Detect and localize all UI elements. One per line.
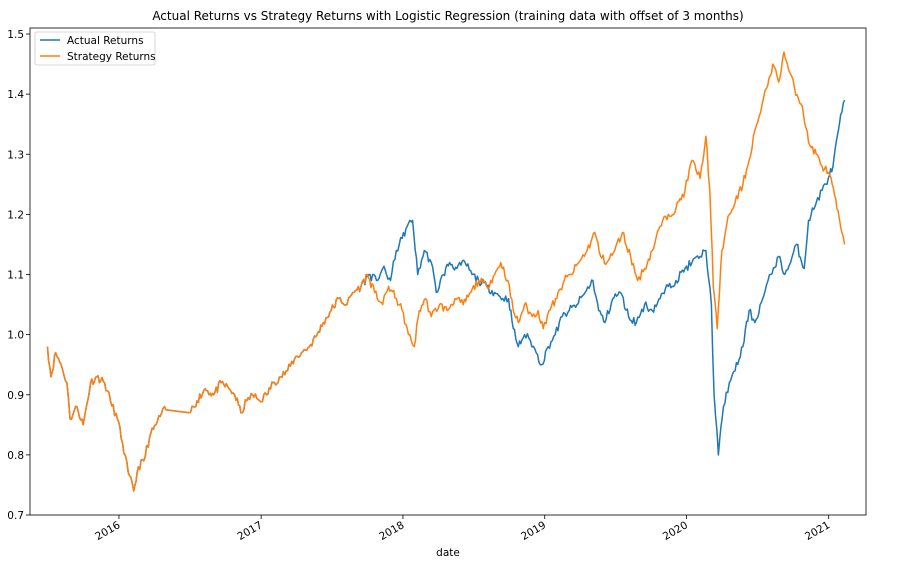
x-tick-label: 2021 — [803, 519, 832, 543]
legend: Actual Returns Strategy Returns — [34, 31, 156, 66]
x-axis-label: date — [436, 547, 460, 559]
y-tick-label: 1.2 — [7, 209, 24, 221]
plot-lines — [46, 51, 846, 492]
x-tick-label: 2018 — [377, 519, 406, 543]
y-axis: 0.7 0.8 0.9 1.0 1.1 1.2 1.3 1.4 1.5 — [7, 29, 30, 522]
x-tick-label: 2020 — [661, 519, 690, 543]
x-tick-label: 2019 — [519, 519, 548, 543]
y-tick-label: 0.7 — [7, 510, 24, 522]
series-line-actual-returns — [46, 99, 846, 492]
series-line-strategy-returns — [46, 51, 846, 492]
legend-label: Strategy Returns — [67, 51, 156, 63]
y-tick-label: 0.8 — [7, 450, 24, 462]
chart-title: Actual Returns vs Strategy Returns with … — [152, 9, 743, 23]
legend-label: Actual Returns — [67, 35, 144, 47]
y-tick-label: 1.4 — [7, 89, 24, 101]
y-tick-label: 1.5 — [7, 29, 24, 41]
y-tick-label: 1.0 — [7, 330, 24, 342]
y-tick-label: 1.3 — [7, 149, 24, 161]
legend-box — [34, 31, 156, 66]
axes-frame — [29, 27, 867, 516]
y-tick-label: 1.1 — [7, 270, 24, 282]
y-tick-label: 0.9 — [7, 390, 24, 402]
x-tick-label: 2016 — [93, 519, 122, 543]
x-axis: 2016 2017 2018 2019 2020 2021 — [93, 515, 832, 543]
x-tick-label: 2017 — [235, 519, 264, 543]
